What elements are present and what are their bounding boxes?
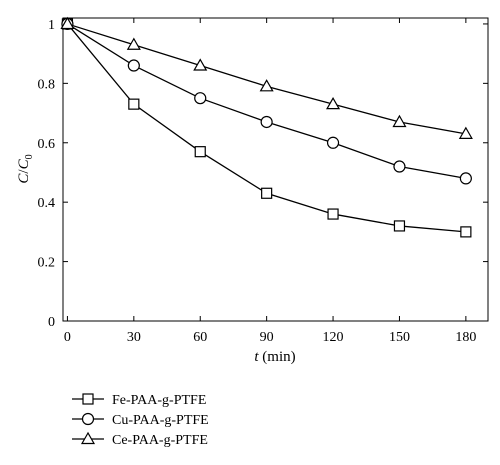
series-line-circle [67, 23, 466, 180]
data-point-triangle [60, 16, 75, 30]
data-point-square [460, 226, 472, 238]
x-tick-label: 60 [193, 330, 207, 345]
data-point-circle [459, 172, 472, 185]
series-circle [61, 17, 472, 185]
x-tick-label: 30 [127, 330, 141, 345]
legend-item-square: Fe-PAA-g-PTFE [72, 393, 206, 408]
data-point-square [128, 98, 140, 110]
y-tick-label: 0.4 [38, 196, 56, 211]
x-axis-title-unit: (min) [259, 349, 296, 365]
x-tick-label: 180 [455, 330, 476, 345]
data-point-circle [326, 136, 340, 149]
legend: Fe-PAA-g-PTFE Cu-PAA-g-PTFE Ce-PAA-g-PTFE [72, 393, 209, 448]
x-tick-label: 120 [323, 330, 344, 345]
data-point-circle [393, 160, 406, 173]
data-point-square [393, 220, 406, 232]
legend-label-square: Fe-PAA-g-PTFE [112, 393, 206, 408]
data-point-triangle [458, 126, 473, 139]
y-axis-title-c0: C [16, 158, 32, 169]
y-tick-label: 0.8 [38, 77, 56, 92]
data-point-square [194, 146, 206, 158]
legend-marker-circle [81, 412, 95, 426]
series-layer [60, 16, 473, 238]
data-point-circle [194, 92, 207, 105]
data-point-triangle [259, 79, 274, 92]
data-point-circle [260, 115, 273, 129]
y-axis-title: C/C0 [16, 154, 35, 183]
ticks-layer: 0 0.2 0.4 0.6 0.8 1 0 30 60 90 120 150 180 [38, 18, 488, 345]
x-tick-label: 150 [389, 330, 410, 345]
y-axis-title-slash: / [16, 169, 32, 174]
y-tick-label: 0 [48, 315, 55, 330]
x-tick-label: 90 [260, 330, 274, 345]
legend-marker-triangle [80, 431, 96, 445]
data-point-square [261, 187, 273, 199]
y-tick-label: 1 [48, 18, 55, 33]
data-point-triangle [392, 114, 407, 128]
data-point-triangle [126, 37, 141, 50]
legend-label-triangle: Ce-PAA-g-PTFE [112, 433, 208, 448]
y-tick-label: 0.2 [38, 256, 56, 271]
legend-item-circle: Cu-PAA-g-PTFE [72, 412, 209, 428]
legend-item-triangle: Ce-PAA-g-PTFE [72, 431, 208, 448]
y-axis-title-sub: 0 [24, 154, 35, 159]
legend-label-circle: Cu-PAA-g-PTFE [112, 413, 209, 428]
legend-marker-square [82, 393, 94, 405]
x-tick-label: 0 [64, 330, 71, 345]
y-tick-label: 0.6 [38, 137, 56, 152]
data-point-triangle [193, 58, 208, 71]
x-axis-title-t: t [254, 349, 259, 365]
data-point-circle [127, 59, 140, 72]
data-point-square [327, 208, 339, 220]
y-axis-title-c: C [16, 173, 32, 184]
series-triangle [60, 16, 473, 139]
data-point-triangle [326, 96, 341, 110]
x-axis-title: t (min) [254, 349, 295, 365]
plot-frame [62, 17, 489, 322]
